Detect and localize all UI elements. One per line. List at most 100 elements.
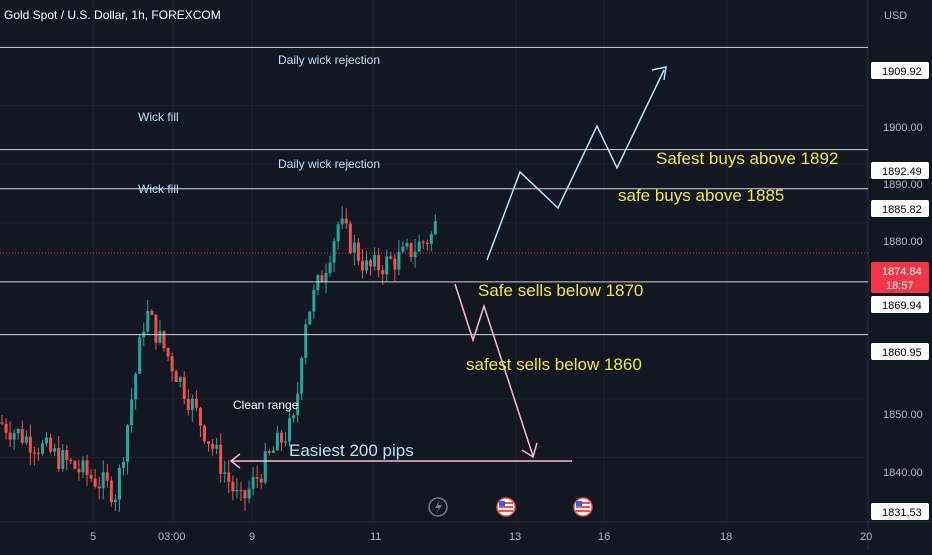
candle-body bbox=[93, 478, 97, 487]
candle-body bbox=[308, 311, 312, 325]
price-tag-label: 1831.53 bbox=[882, 507, 922, 519]
candle-body bbox=[36, 453, 40, 455]
x-tick-label: 18 bbox=[720, 531, 732, 543]
candle-body bbox=[279, 432, 283, 443]
candle-body bbox=[365, 260, 368, 271]
price-tag-label: 1892.49 bbox=[882, 166, 922, 178]
price-tag bbox=[871, 162, 929, 179]
candle-body bbox=[113, 499, 117, 503]
sell-projection-arrowhead bbox=[521, 442, 538, 459]
candle-body bbox=[235, 489, 239, 492]
candle-body bbox=[304, 324, 308, 359]
candle-body bbox=[203, 425, 206, 442]
buy-projection-path bbox=[486, 69, 665, 261]
price-tag bbox=[871, 200, 929, 217]
current-price-label: 1874.84 bbox=[882, 266, 922, 278]
annotation-easiest-pips: Easiest 200 pips bbox=[289, 441, 414, 460]
grid bbox=[0, 0, 868, 522]
us-flag-event-icon[interactable] bbox=[573, 497, 593, 517]
countdown-label: 18:57 bbox=[886, 280, 914, 292]
candle-body bbox=[275, 432, 279, 451]
candle-body bbox=[166, 348, 170, 357]
x-tick-label: 20 bbox=[860, 531, 872, 543]
annotation-safest-sells: safest sells below 1860 bbox=[466, 355, 642, 374]
candle-body bbox=[373, 255, 377, 267]
candle-body bbox=[122, 461, 125, 468]
candle-body bbox=[12, 433, 16, 440]
candle-body bbox=[284, 441, 287, 443]
candle-body bbox=[429, 234, 433, 244]
candle-body bbox=[32, 452, 36, 454]
candle-body bbox=[344, 218, 348, 224]
candle-body bbox=[385, 256, 389, 275]
candle-body bbox=[393, 258, 397, 270]
candle-body bbox=[377, 255, 381, 271]
candle-body bbox=[81, 460, 85, 473]
candle-body bbox=[336, 224, 340, 242]
candle-body bbox=[425, 242, 429, 244]
candle-body bbox=[433, 220, 437, 235]
candle-body bbox=[138, 337, 142, 374]
y-tick-label: 1880.00 bbox=[883, 236, 923, 248]
candle-body bbox=[417, 241, 421, 252]
candle-body bbox=[190, 398, 194, 410]
candle-body bbox=[178, 377, 182, 382]
candle-body bbox=[389, 256, 393, 259]
candle-body bbox=[405, 243, 409, 247]
candle-body bbox=[267, 451, 271, 453]
candle-body bbox=[340, 218, 344, 225]
candle-body bbox=[97, 486, 101, 489]
candle-body bbox=[101, 472, 105, 489]
x-tick-label: 16 bbox=[598, 531, 610, 543]
candle-body bbox=[24, 436, 28, 443]
us-flag-event-icon[interactable] bbox=[496, 497, 516, 517]
annotation-wick-fill-top: Wick fill bbox=[138, 110, 179, 124]
range-arrowhead bbox=[229, 453, 241, 469]
candle-body bbox=[69, 459, 73, 462]
level-lines bbox=[0, 46, 868, 336]
annotation-safe-buys: safe buys above 1885 bbox=[618, 186, 784, 205]
annotation-safest-buys: Safest buys above 1892 bbox=[656, 149, 838, 168]
candle-body bbox=[130, 399, 134, 426]
symbol-title: Gold Spot / U.S. Dollar, 1h, FOREXCOM bbox=[4, 8, 221, 22]
candle-body bbox=[401, 246, 405, 252]
candle-body bbox=[154, 314, 158, 343]
price-tag bbox=[871, 503, 929, 520]
candle-body bbox=[16, 429, 20, 434]
candle-body bbox=[288, 418, 292, 442]
price-tag-label: 1885.82 bbox=[882, 204, 922, 216]
price-tag bbox=[871, 62, 929, 79]
candle-body bbox=[409, 243, 413, 258]
candle-body bbox=[251, 477, 255, 489]
candle-body bbox=[219, 444, 223, 474]
candle-body bbox=[73, 461, 77, 469]
annotation-wick-fill-mid: Wick fill bbox=[138, 182, 179, 196]
candle-body bbox=[300, 358, 304, 394]
candle-body bbox=[8, 432, 12, 440]
candle-body bbox=[198, 407, 202, 426]
candle-body bbox=[348, 223, 352, 253]
candle-body bbox=[4, 423, 8, 433]
candle-body bbox=[320, 275, 324, 283]
candle-body bbox=[324, 273, 328, 283]
candle-body bbox=[296, 393, 300, 416]
annotation-clean-range: Clean range bbox=[233, 398, 299, 412]
candle-body bbox=[182, 377, 186, 400]
candle-body bbox=[332, 241, 336, 263]
candle-body bbox=[150, 311, 154, 315]
buy-projection-arrowhead bbox=[651, 66, 667, 81]
annotation-safe-sells: Safe sells below 1870 bbox=[478, 281, 643, 300]
price-tag-label: 1869.94 bbox=[882, 300, 922, 312]
candle-body bbox=[292, 415, 296, 419]
candle-body bbox=[215, 444, 219, 449]
candle-body bbox=[207, 441, 211, 444]
lightning-event-icon[interactable] bbox=[428, 497, 448, 517]
candle-body bbox=[89, 475, 93, 479]
annotation-daily-wick-rejection-top: Daily wick rejection bbox=[278, 53, 380, 67]
candle-body bbox=[328, 262, 332, 274]
candle-body bbox=[45, 437, 49, 444]
x-tick-label: 5 bbox=[90, 531, 96, 543]
y-tick-label: 1840.00 bbox=[883, 467, 923, 479]
